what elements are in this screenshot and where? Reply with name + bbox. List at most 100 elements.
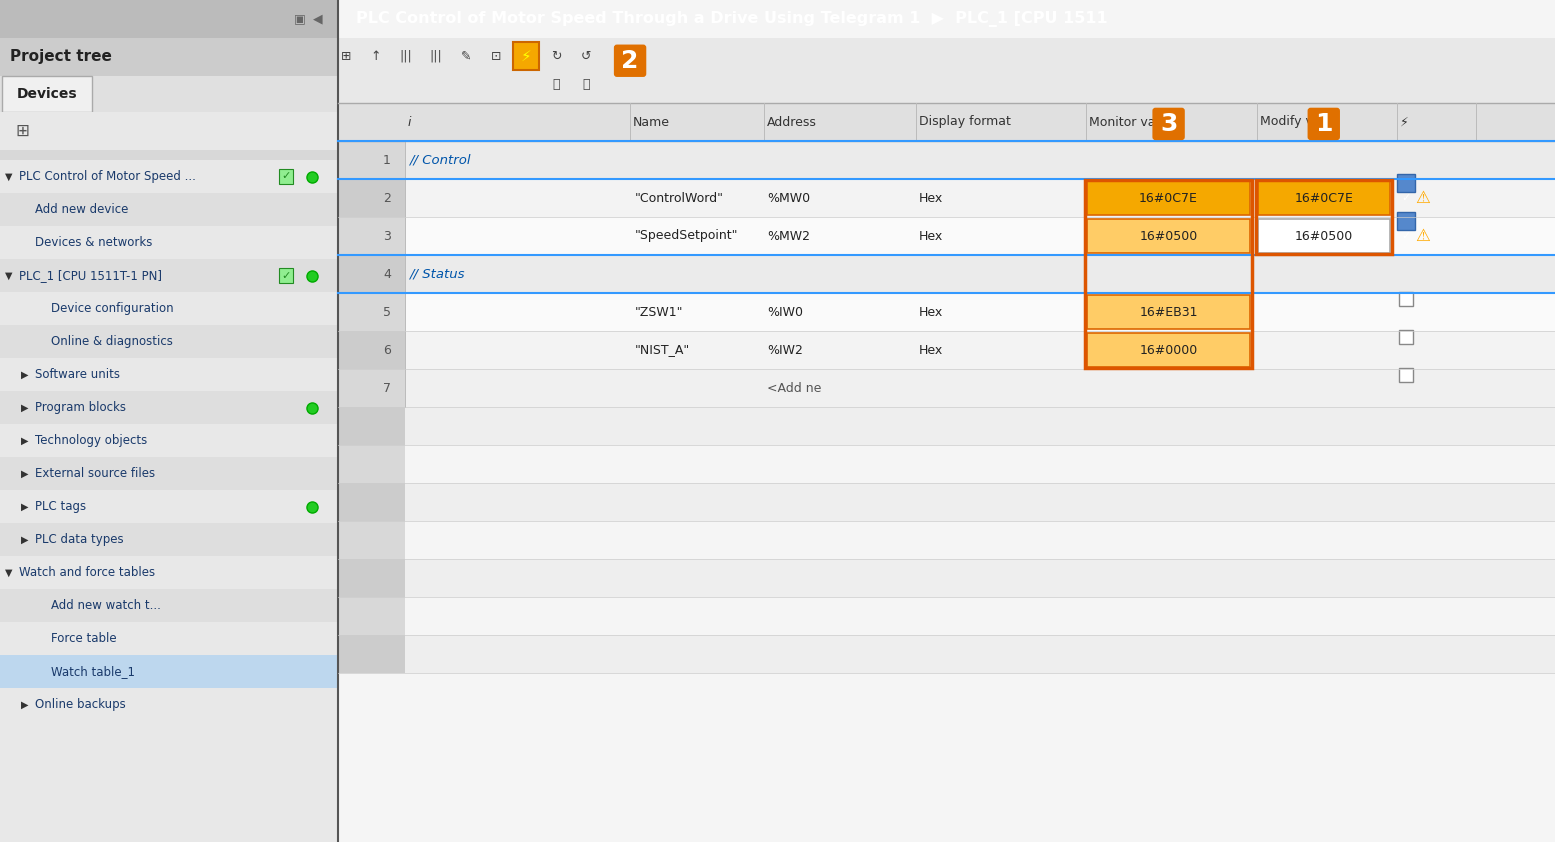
Bar: [337, 217, 1555, 255]
Text: 16#0500: 16#0500: [1295, 230, 1353, 242]
Text: 1: 1: [383, 153, 390, 167]
Bar: [337, 331, 1555, 369]
Text: 2: 2: [622, 49, 639, 72]
Text: Software units: Software units: [36, 368, 120, 381]
Bar: [0, 655, 337, 688]
Text: 1: 1: [1316, 112, 1333, 136]
Text: ▼: ▼: [5, 270, 12, 280]
Text: PLC Control of Motor Speed ...: PLC Control of Motor Speed ...: [19, 170, 196, 183]
Text: ⚠: ⚠: [1415, 227, 1431, 245]
Text: 👁: 👁: [552, 77, 560, 90]
Text: %MW2: %MW2: [767, 230, 810, 242]
Text: ⚡: ⚡: [1400, 115, 1409, 129]
Text: Force table: Force table: [51, 632, 117, 645]
Bar: [337, 103, 1555, 141]
Text: ⚠: ⚠: [1415, 189, 1431, 207]
Bar: [2, 76, 92, 112]
Bar: [337, 445, 404, 483]
Text: 16#EB31: 16#EB31: [1140, 306, 1197, 318]
Bar: [337, 255, 404, 293]
Text: i: i: [407, 115, 412, 129]
Bar: [0, 112, 337, 150]
Text: "NIST_A": "NIST_A": [634, 344, 690, 356]
Text: Watch and force tables: Watch and force tables: [19, 566, 156, 579]
Bar: [337, 559, 404, 597]
Text: %MW0: %MW0: [767, 191, 810, 205]
Bar: [1396, 212, 1415, 230]
Bar: [1085, 180, 1252, 368]
Text: ↑: ↑: [370, 50, 381, 62]
Bar: [0, 325, 337, 358]
Bar: [337, 445, 1555, 483]
Bar: [0, 391, 337, 424]
Text: Add new watch t...: Add new watch t...: [51, 599, 160, 612]
Text: ▶: ▶: [22, 700, 28, 710]
Bar: [337, 559, 1555, 597]
Text: 👁: 👁: [582, 77, 589, 90]
Text: ▣: ▣: [294, 13, 306, 25]
Bar: [337, 483, 1555, 521]
Bar: [337, 293, 404, 331]
Bar: [0, 76, 337, 112]
Text: Display format: Display format: [919, 115, 1011, 129]
Bar: [337, 407, 404, 445]
Bar: [337, 141, 1555, 179]
Bar: [0, 259, 337, 292]
Bar: [337, 217, 404, 255]
Text: 16#0000: 16#0000: [1140, 344, 1197, 356]
Text: ▶: ▶: [22, 435, 28, 445]
Bar: [337, 483, 404, 521]
Text: ▶: ▶: [22, 535, 28, 545]
Bar: [337, 38, 1555, 103]
Text: // Control: // Control: [411, 153, 471, 167]
Bar: [337, 179, 1555, 217]
Bar: [513, 42, 540, 70]
Bar: [1400, 292, 1413, 306]
Text: ▼: ▼: [5, 568, 12, 578]
Text: ▶: ▶: [22, 402, 28, 413]
Bar: [0, 688, 337, 721]
Text: ⊡: ⊡: [491, 50, 501, 62]
Text: // Status: // Status: [411, 268, 465, 280]
Text: |||: |||: [400, 50, 412, 62]
Text: Address: Address: [767, 115, 816, 129]
Bar: [0, 76, 337, 79]
Bar: [0, 556, 337, 589]
Text: 6: 6: [383, 344, 390, 356]
Text: Add new device: Add new device: [36, 203, 129, 216]
Text: Device configuration: Device configuration: [51, 302, 174, 315]
Bar: [0, 523, 337, 556]
Text: PLC Control of Motor Speed Through a Drive Using Telegram 1  ▶  PLC_1 [CPU 1511: PLC Control of Motor Speed Through a Dri…: [356, 11, 1107, 27]
Bar: [337, 369, 1555, 407]
Text: Name: Name: [633, 115, 670, 129]
Text: ↻: ↻: [550, 50, 561, 62]
Text: "ZSW1": "ZSW1": [634, 306, 684, 318]
Text: Technology objects: Technology objects: [36, 434, 148, 447]
Bar: [1396, 174, 1415, 192]
Text: Hex: Hex: [919, 191, 944, 205]
Bar: [0, 457, 337, 490]
Text: Hex: Hex: [919, 344, 944, 356]
Text: 3: 3: [1160, 112, 1177, 136]
Bar: [0, 622, 337, 655]
Text: Hex: Hex: [919, 306, 944, 318]
Bar: [337, 0, 1555, 842]
Text: "ControlWord": "ControlWord": [634, 191, 725, 205]
Text: |||: |||: [429, 50, 442, 62]
Text: Devices & networks: Devices & networks: [36, 236, 152, 249]
Bar: [337, 635, 404, 673]
Text: Modify value: Modify value: [1260, 115, 1339, 129]
Text: ✓: ✓: [281, 172, 291, 182]
Text: ✓: ✓: [281, 270, 291, 280]
Bar: [1400, 368, 1413, 382]
Bar: [1087, 181, 1250, 215]
Text: 16#0500: 16#0500: [1140, 230, 1197, 242]
FancyBboxPatch shape: [1308, 108, 1340, 140]
Bar: [337, 179, 404, 217]
Text: %IW2: %IW2: [767, 344, 802, 356]
Text: PLC_1 [CPU 1511T-1 PN]: PLC_1 [CPU 1511T-1 PN]: [19, 269, 162, 282]
Text: 2: 2: [383, 191, 390, 205]
Text: ▼: ▼: [5, 172, 12, 182]
Bar: [337, 369, 404, 407]
Text: ✓: ✓: [1401, 231, 1410, 241]
